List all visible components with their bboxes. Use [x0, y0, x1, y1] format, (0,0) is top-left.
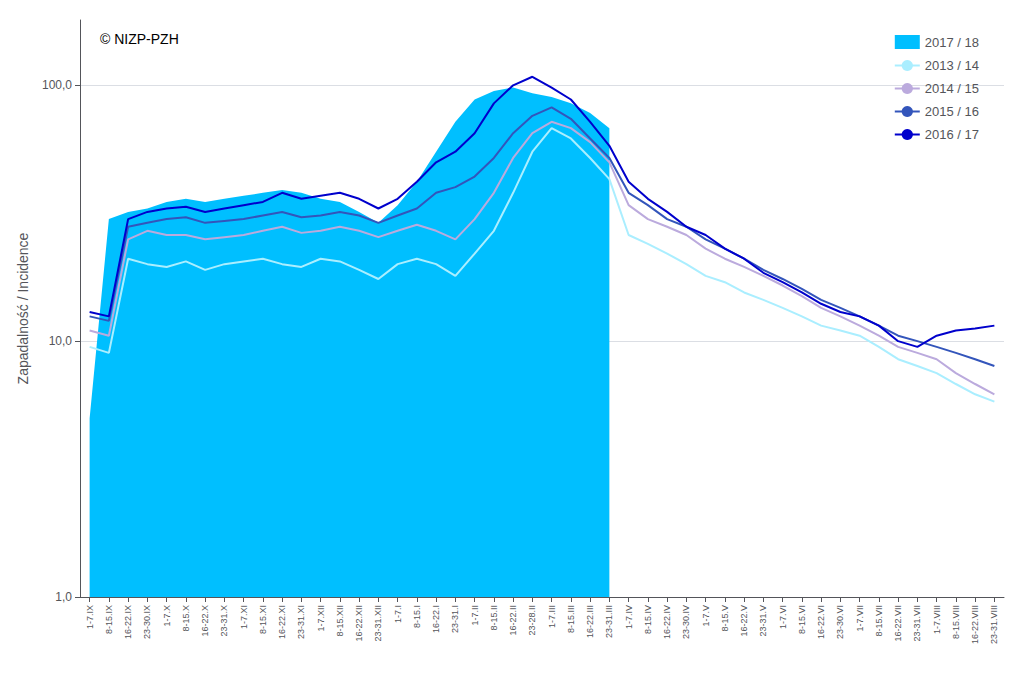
- svg-text:23-31.XI: 23-31.XI: [296, 605, 306, 639]
- svg-text:16-22.X: 16-22.X: [200, 605, 210, 637]
- svg-text:8-15.V: 8-15.V: [720, 605, 730, 632]
- svg-text:23-28.II: 23-28.II: [527, 605, 537, 636]
- svg-text:1-7.VIII: 1-7.VIII: [932, 605, 942, 634]
- svg-text:1-7.II: 1-7.II: [470, 605, 480, 626]
- svg-text:16-22.IX: 16-22.IX: [123, 605, 133, 639]
- svg-text:2017 / 18: 2017 / 18: [925, 35, 979, 50]
- svg-text:8-15.VIII: 8-15.VIII: [951, 605, 961, 639]
- svg-text:1-7.IV: 1-7.IV: [624, 605, 634, 629]
- svg-text:23-30.VI: 23-30.VI: [835, 605, 845, 639]
- svg-text:1-7.III: 1-7.III: [547, 605, 557, 628]
- svg-text:16-22.XI: 16-22.XI: [277, 605, 287, 639]
- svg-text:8-15.IX: 8-15.IX: [104, 605, 114, 634]
- svg-text:16-22.II: 16-22.II: [508, 605, 518, 636]
- svg-text:1-7.X: 1-7.X: [162, 605, 172, 627]
- svg-text:2015 / 16: 2015 / 16: [925, 104, 979, 119]
- svg-text:23-31.X: 23-31.X: [219, 605, 229, 637]
- svg-text:8-15.I: 8-15.I: [412, 605, 422, 628]
- svg-text:23-31.III: 23-31.III: [604, 605, 614, 638]
- svg-text:23-31.XII: 23-31.XII: [373, 605, 383, 642]
- svg-text:16-22.VI: 16-22.VI: [816, 605, 826, 639]
- svg-text:23-31.I: 23-31.I: [450, 605, 460, 633]
- svg-text:10,0: 10,0: [49, 334, 73, 348]
- svg-text:8-15.XII: 8-15.XII: [335, 605, 345, 637]
- svg-text:1-7.V: 1-7.V: [701, 605, 711, 627]
- svg-text:2016 / 17: 2016 / 17: [925, 127, 979, 142]
- svg-text:1-7.VI: 1-7.VI: [778, 605, 788, 629]
- svg-text:8-15.VII: 8-15.VII: [874, 605, 884, 637]
- svg-text:23-30.IV: 23-30.IV: [681, 605, 691, 639]
- svg-text:Zapadalność / Incidence: Zapadalność / Incidence: [15, 232, 31, 384]
- svg-text:1,0: 1,0: [55, 590, 72, 604]
- svg-text:8-15.X: 8-15.X: [181, 605, 191, 632]
- svg-text:16-22.IV: 16-22.IV: [662, 605, 672, 639]
- svg-text:16-22.VIII: 16-22.VIII: [970, 605, 980, 644]
- svg-text:16-22.XII: 16-22.XII: [354, 605, 364, 642]
- svg-text:1-7.XI: 1-7.XI: [239, 605, 249, 629]
- svg-text:1-7.I: 1-7.I: [393, 605, 403, 623]
- svg-text:1-7.XII: 1-7.XII: [316, 605, 326, 632]
- svg-text:© NIZP-PZH: © NIZP-PZH: [100, 31, 179, 47]
- svg-text:23-31.V: 23-31.V: [758, 605, 768, 637]
- svg-text:8-15.XI: 8-15.XI: [258, 605, 268, 634]
- svg-text:2013 / 14: 2013 / 14: [925, 58, 979, 73]
- svg-text:23-31.VIII: 23-31.VIII: [989, 605, 999, 644]
- svg-text:16-22.VII: 16-22.VII: [893, 605, 903, 642]
- svg-text:23-30.IX: 23-30.IX: [142, 605, 152, 639]
- svg-text:16-22.V: 16-22.V: [739, 605, 749, 637]
- svg-text:8-15.II: 8-15.II: [489, 605, 499, 631]
- svg-text:23-31.VII: 23-31.VII: [912, 605, 922, 642]
- svg-text:1-7.IX: 1-7.IX: [85, 605, 95, 629]
- svg-text:1-7.VII: 1-7.VII: [855, 605, 865, 632]
- svg-text:8-15.IV: 8-15.IV: [643, 605, 653, 634]
- svg-text:2014 / 15: 2014 / 15: [925, 81, 979, 96]
- svg-text:8-15.VI: 8-15.VI: [797, 605, 807, 634]
- svg-text:8-15.III: 8-15.III: [566, 605, 576, 633]
- svg-text:100,0: 100,0: [42, 78, 72, 92]
- svg-text:16-22.I: 16-22.I: [431, 605, 441, 633]
- svg-text:16-22.III: 16-22.III: [585, 605, 595, 638]
